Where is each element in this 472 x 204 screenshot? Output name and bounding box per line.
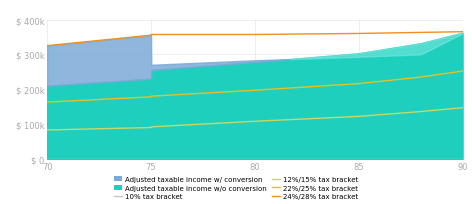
Legend: Adjusted taxable income w/ conversion, Adjusted taxable income w/o conversion, 1: Adjusted taxable income w/ conversion, A… xyxy=(112,175,360,201)
